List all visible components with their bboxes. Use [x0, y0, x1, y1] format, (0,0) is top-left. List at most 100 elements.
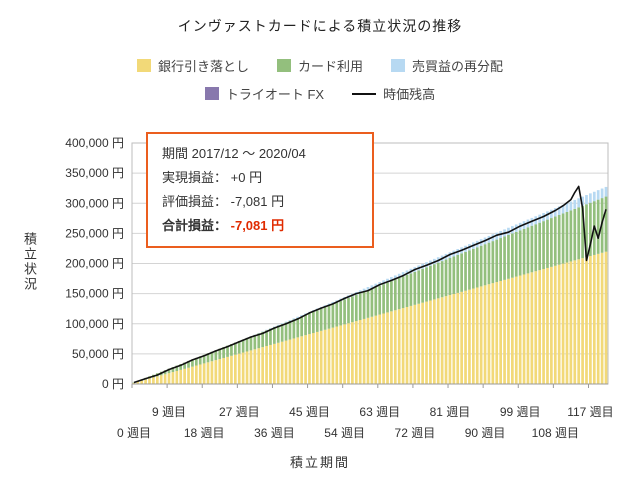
bar-segment: [296, 317, 300, 338]
bar-segment: [265, 330, 268, 347]
bar-segment: [471, 248, 475, 289]
bar-segment: [421, 302, 424, 384]
bar-segment: [491, 283, 495, 384]
bar-segment: [171, 367, 175, 373]
bar-segment: [183, 362, 186, 369]
bar-segment: [475, 287, 479, 384]
bar-segment: [487, 242, 491, 285]
bar-segment: [230, 344, 233, 356]
bar-segment: [592, 191, 596, 202]
bar-segment: [577, 207, 581, 260]
bar-segment: [464, 290, 467, 384]
bar-segment: [241, 352, 245, 384]
bar-segment: [386, 278, 389, 283]
bar-segment: [557, 264, 561, 384]
bar-segment: [604, 186, 608, 197]
bar-segment: [245, 351, 249, 384]
bar-segment: [456, 254, 460, 293]
bar-segment: [347, 323, 350, 384]
bar-segment: [522, 274, 526, 384]
bar-segment: [362, 291, 366, 319]
bar-segment: [327, 305, 331, 329]
bar-segment: [460, 291, 463, 384]
bar-segment: [374, 315, 378, 384]
bar-segment: [273, 343, 276, 384]
bar-segment: [198, 356, 202, 365]
bar-segment: [589, 256, 592, 384]
bar-segment: [511, 277, 514, 384]
bar-segment: [534, 271, 538, 384]
bar-segment: [339, 325, 343, 384]
bar-segment: [495, 232, 499, 240]
bar-segment: [187, 367, 190, 384]
bar-segment: [374, 283, 378, 288]
bar-segment: [237, 353, 241, 384]
x-tick-label-lower: 0 週目: [117, 426, 151, 440]
bar-segment: [335, 302, 339, 327]
bar-segment: [206, 362, 210, 384]
bar-segment: [401, 276, 405, 309]
bar-segment: [354, 294, 358, 322]
bar-segment: [351, 322, 354, 384]
bar-segment: [284, 340, 288, 384]
bar-segment: [565, 203, 569, 212]
bar-segment: [511, 233, 514, 278]
bar-segment: [273, 327, 276, 344]
bar-segment: [237, 340, 241, 354]
bar-segment: [464, 251, 467, 291]
x-tick-label-lower: 36 週目: [254, 426, 295, 440]
bar-segment: [198, 364, 202, 384]
bar-segment: [343, 324, 346, 384]
bar-segment: [265, 346, 268, 384]
line-marker-icon: [352, 92, 377, 95]
bar-segment: [261, 347, 264, 384]
bar-segment: [327, 328, 331, 384]
bar-segment: [577, 198, 581, 208]
x-tick-label-upper: 99 週目: [500, 405, 541, 419]
bar-segment: [226, 345, 229, 357]
bar-segment: [432, 264, 436, 300]
bar-segment: [331, 327, 335, 384]
bar-segment: [312, 333, 315, 384]
bar-segment: [390, 277, 393, 282]
bar-segment: [429, 300, 432, 384]
bar-segment: [202, 354, 206, 364]
bar-segment: [148, 378, 151, 384]
bar-segment: [401, 308, 405, 384]
bar-segment: [226, 356, 229, 384]
bar-segment: [553, 216, 557, 266]
bar-segment: [561, 204, 565, 214]
bar-segment: [507, 278, 510, 384]
bar-segment: [546, 267, 549, 384]
bar-segment: [417, 303, 421, 384]
bar-segment: [300, 315, 304, 317]
bar-segment: [370, 285, 374, 289]
bar-segment: [546, 211, 549, 220]
bar-segment: [604, 196, 608, 252]
bar-segment: [233, 342, 237, 355]
bar-segment: [471, 288, 475, 384]
bar-segment: [206, 353, 210, 363]
y-tick-label: 400,000 円: [65, 136, 124, 150]
bar-segment: [304, 314, 307, 336]
bar-segment: [499, 280, 502, 384]
bar-segment: [152, 377, 155, 384]
bar-segment: [495, 239, 499, 283]
x-tick-label-upper: 81 週目: [430, 405, 471, 419]
y-tick-label: 250,000 円: [65, 226, 124, 240]
summary-unrealized-value: -7,081 円: [230, 194, 285, 209]
bar-segment: [280, 323, 284, 325]
bar-segment: [600, 188, 604, 199]
bar-segment: [214, 360, 218, 384]
bar-segment: [300, 316, 304, 337]
bar-segment: [475, 247, 479, 288]
bar-segment: [191, 366, 194, 384]
y-tick-label: 50,000 円: [72, 347, 124, 361]
bar-segment: [179, 369, 183, 384]
bar-segment: [335, 326, 339, 384]
x-axis-label: 積立期間: [289, 455, 350, 470]
bar-segment: [222, 357, 225, 384]
bar-segment: [362, 318, 366, 384]
bar-segment: [292, 319, 296, 339]
